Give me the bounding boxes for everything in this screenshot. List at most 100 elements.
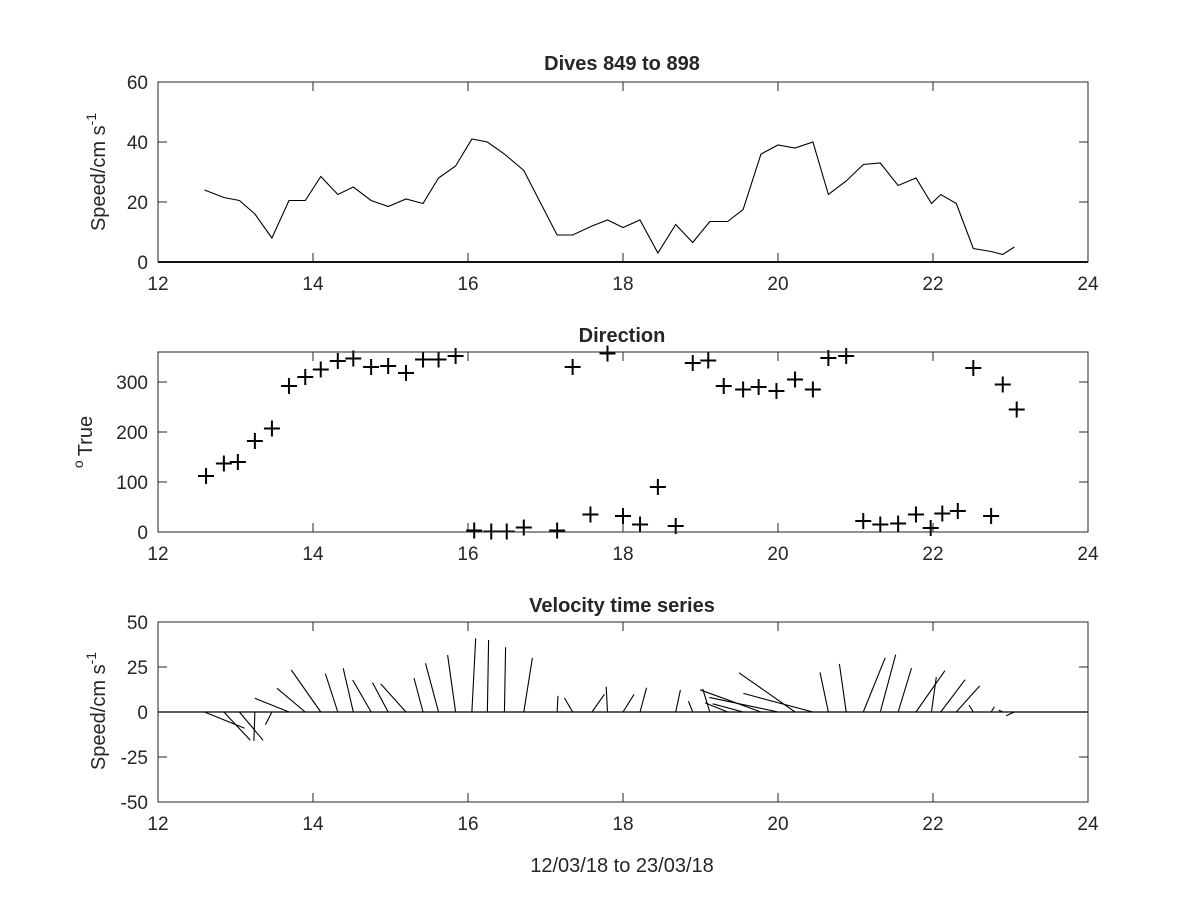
direction-panel-point (582, 506, 599, 523)
speed-panel-series-line (204, 138, 1015, 256)
velocity-panel-ytick-label: -25 (121, 748, 148, 769)
direction-panel-point (907, 506, 924, 523)
velocity-panel-xtick-label: 18 (612, 814, 633, 835)
direction-panel-point (872, 516, 889, 533)
velocity-panel-stick (276, 687, 306, 713)
velocity-panel-stick (955, 685, 981, 713)
direction-panel-point (246, 433, 263, 449)
direction-panel-point (215, 455, 232, 472)
direction-panel-xtick-label: 18 (612, 544, 633, 565)
direction-panel-point (983, 508, 1000, 524)
velocity-panel-stick (324, 673, 339, 713)
speed-panel-xtick-label: 12 (147, 274, 168, 295)
direction-panel-point (649, 479, 666, 495)
direction-panel: Direction o True 12 14 16 18 20 22 24 0 100 200 300 (70, 325, 1099, 565)
velocity-panel-stick (238, 711, 264, 741)
direction-panel-point (615, 508, 631, 524)
direction-panel-point (297, 369, 314, 385)
velocity-panel-xtick-label: 12 (147, 814, 168, 835)
velocity-panel-xlabel: 12/03/18 to 23/03/18 (530, 855, 714, 877)
direction-panel-point (684, 355, 701, 371)
direction-panel-point (263, 420, 280, 437)
direction-panel-point (735, 381, 752, 398)
velocity-panel-stick (709, 696, 779, 713)
velocity-panel-stick (223, 711, 251, 741)
direction-panel-point (949, 503, 966, 519)
direction-panel-point (280, 378, 297, 394)
speed-panel-ytick-label: 0 (137, 253, 148, 274)
velocity-panel-xtick-label: 14 (302, 814, 324, 835)
direction-panel-point (750, 379, 767, 395)
speed-panel-title: Dives 849 to 898 (544, 53, 700, 75)
velocity-panel-stick (342, 668, 354, 713)
direction-panel-xtick-label: 24 (1077, 544, 1099, 565)
direction-panel-point (787, 371, 804, 388)
velocity-panel-stick (447, 654, 457, 713)
direction-panel-ylabel: o True (70, 416, 97, 468)
velocity-panel-stick (254, 697, 290, 713)
velocity-panel-stick (523, 657, 533, 713)
velocity-panel-stick (372, 682, 389, 713)
velocity-panel-stick (897, 667, 913, 713)
velocity-panel-stick (264, 711, 273, 726)
direction-panel-ylabel-text: True (75, 416, 97, 456)
velocity-panel-stick (471, 638, 477, 713)
velocity-panel-stick (503, 647, 507, 713)
speed-panel-axes-frame (157, 81, 1089, 263)
direction-panel-point (549, 522, 566, 539)
velocity-panel-stick (352, 679, 372, 713)
velocity-panel-axes-frame (157, 621, 1089, 803)
velocity-panel-ytick-label: -50 (121, 793, 148, 814)
direction-panel-point (345, 350, 362, 367)
velocity-panel-stick (605, 686, 609, 713)
velocity-panel-stick (879, 654, 897, 713)
velocity-panel-stick (990, 706, 995, 713)
speed-panel-ytick-label: 20 (127, 193, 148, 214)
velocity-panel-ylabel-exponent: -1 (83, 652, 99, 665)
direction-panel-point (380, 358, 397, 374)
direction-panel-point (667, 518, 684, 534)
direction-panel-title: Direction (579, 325, 666, 347)
direction-panel-ytick-label: 200 (116, 423, 148, 444)
velocity-panel-stick (699, 689, 762, 713)
velocity-panel-stick (380, 683, 407, 713)
direction-panel-point (804, 381, 821, 398)
velocity-panel-ytick-label: 25 (127, 658, 148, 679)
direction-panel-point (198, 468, 215, 484)
direction-panel-point (1008, 401, 1025, 418)
direction-panel-point (363, 359, 380, 375)
direction-panel-point (965, 360, 982, 376)
direction-panel-point (855, 513, 872, 529)
direction-panel-point (994, 376, 1011, 393)
direction-panel-point (632, 516, 649, 533)
direction-panel-xtick-label: 12 (147, 544, 168, 565)
direction-panel-ytick-label: 300 (116, 373, 148, 394)
velocity-panel-title: Velocity time series (529, 595, 715, 617)
velocity-panel-stick (591, 693, 605, 713)
direction-panel-xtick-label: 20 (767, 544, 788, 565)
velocity-panel-stick (712, 703, 744, 713)
velocity-panel-stick (687, 700, 694, 713)
speed-panel-ylabel-exponent: -1 (83, 113, 99, 126)
direction-panel-xtick-label: 16 (457, 544, 478, 565)
direction-panel-plot-area (158, 352, 1088, 532)
direction-panel-ytick-label: 0 (137, 523, 148, 544)
velocity-panel-xtick-label: 22 (922, 814, 943, 835)
direction-panel-point (466, 522, 483, 539)
velocity-panel-stick (639, 687, 648, 713)
speed-panel-xtick-label: 18 (612, 274, 633, 295)
direction-panel-point (229, 454, 246, 470)
speed-panel-xtick-label: 16 (457, 274, 478, 295)
direction-panel-point (415, 351, 432, 368)
direction-panel-point (890, 515, 907, 532)
velocity-panel-stick (930, 677, 937, 713)
velocity-panel-stick (743, 692, 814, 713)
velocity-panel-stick (704, 702, 728, 713)
speed-panel-plot-area (158, 82, 1088, 262)
direction-panel-point (430, 351, 447, 368)
velocity-panel-xtick-label: 20 (767, 814, 788, 835)
velocity-panel-stick (253, 711, 256, 741)
velocity-panel-stick (564, 697, 574, 713)
speed-panel-xtick-label: 14 (302, 274, 324, 295)
direction-panel-point (838, 348, 855, 364)
